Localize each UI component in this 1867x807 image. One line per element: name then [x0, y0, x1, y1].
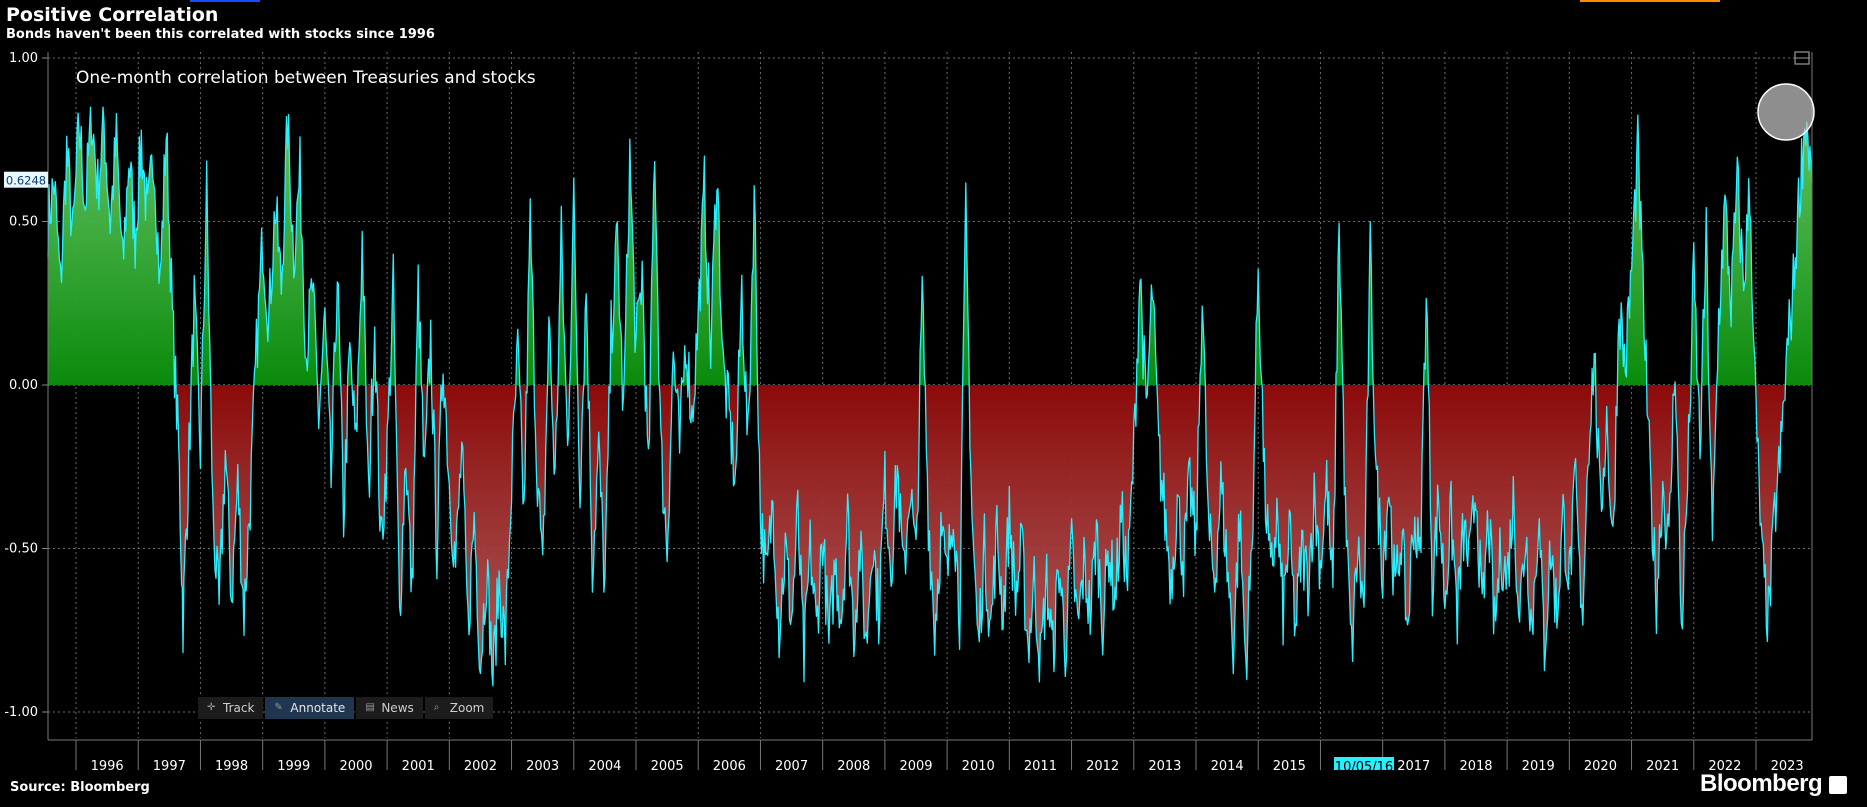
- terminal-icon: [1829, 776, 1847, 794]
- cursor-date-label: 10/05/16: [1335, 760, 1393, 770]
- x-tick-label-2002: 2002: [464, 759, 497, 770]
- area-fills: [48, 107, 1812, 686]
- x-tick-label-2009: 2009: [899, 759, 932, 770]
- x-tick-label-1998: 1998: [215, 759, 248, 770]
- y-tick-label: -0.50: [4, 542, 38, 557]
- correlation-series-line[interactable]: [47, 106, 1813, 687]
- toolbar-zoom-button[interactable]: ⌕ Zoom: [424, 697, 494, 719]
- highlight-circle: [1757, 83, 1815, 141]
- chart-title: Positive Correlation: [6, 4, 219, 26]
- toolbar-label: News: [381, 701, 414, 715]
- bloomberg-logo: Bloomberg: [1700, 770, 1823, 797]
- x-tick-label-2010: 2010: [962, 759, 995, 770]
- news-icon: ▤: [365, 702, 375, 713]
- x-tick-label-2004: 2004: [588, 759, 621, 770]
- x-tick-label-2015: 2015: [1273, 759, 1306, 770]
- source-note: Source: Bloomberg: [10, 780, 150, 795]
- x-tick-label-2006: 2006: [713, 759, 746, 770]
- toolbar-label: Track: [223, 701, 255, 715]
- x-tick-label-2011: 2011: [1024, 759, 1057, 770]
- chart-toolbar: ✛ Track ✎ Annotate ▤ News ⌕ Zoom: [198, 697, 494, 719]
- last-value-label-bg: [4, 171, 48, 188]
- toolbar-label: Zoom: [449, 701, 485, 715]
- x-tick-label-1996: 1996: [91, 759, 124, 770]
- last-value-label: 0.6248: [6, 174, 46, 188]
- y-tick-label: 1.00: [9, 51, 38, 66]
- toolbar-label: Annotate: [290, 701, 346, 715]
- x-tick-label-2020: 2020: [1584, 759, 1617, 770]
- x-tick-label-2019: 2019: [1522, 759, 1555, 770]
- toolbar-news-button[interactable]: ▤ News: [356, 697, 423, 719]
- x-tick-label-2000: 2000: [339, 759, 372, 770]
- x-tick-label-2007: 2007: [775, 759, 808, 770]
- axis-layer: 1.00 0.50 0.00 -0.50 -1.00 1996 1997 1998 1999 20…: [4, 51, 1813, 770]
- x-tick-label-2017: 2017: [1397, 759, 1430, 770]
- cursor-date-label-bg: [1334, 757, 1394, 770]
- negative-area: [174, 385, 1786, 686]
- x-tick-label-2023: 2023: [1771, 759, 1804, 770]
- chart-subtitle: Bonds haven't been this correlated with …: [6, 27, 435, 42]
- series-line-layer: [47, 106, 1813, 687]
- x-tick-label-2003: 2003: [526, 759, 559, 770]
- y-tick-label: 0.50: [9, 215, 38, 230]
- toolbar-annotate-button[interactable]: ✎ Annotate: [265, 697, 355, 719]
- y-tick-label: -1.00: [4, 705, 38, 720]
- x-tick-label-2012: 2012: [1086, 759, 1119, 770]
- crosshair-icon: ✛: [207, 702, 216, 713]
- overlay-layer: One-month correlation between Treasuries…: [4, 51, 1815, 770]
- x-tick-label-2001: 2001: [402, 759, 435, 770]
- y-tick-label: 0.00: [9, 378, 38, 393]
- toolbar-track-button[interactable]: ✛ Track: [198, 697, 264, 719]
- x-tick-label-2018: 2018: [1459, 759, 1492, 770]
- x-tick-label-2008: 2008: [837, 759, 870, 770]
- x-tick-label-2013: 2013: [1148, 759, 1181, 770]
- pencil-icon: ✎: [274, 702, 283, 713]
- chart-annotation: One-month correlation between Treasuries…: [76, 68, 536, 88]
- x-tick-label-2014: 2014: [1211, 759, 1244, 770]
- correlation-chart[interactable]: 1.00 0.50 0.00 -0.50 -1.00 1996 1997 1998 1999 20…: [0, 0, 1867, 770]
- positive-area: [48, 107, 1812, 386]
- x-tick-label-1997: 1997: [153, 759, 186, 770]
- x-tick-label-1999: 1999: [277, 759, 310, 770]
- x-tick-label-2005: 2005: [651, 759, 684, 770]
- magnifier-icon: ⌕: [433, 702, 440, 713]
- x-tick-label-2022: 2022: [1708, 759, 1741, 770]
- x-tick-label-2021: 2021: [1646, 759, 1679, 770]
